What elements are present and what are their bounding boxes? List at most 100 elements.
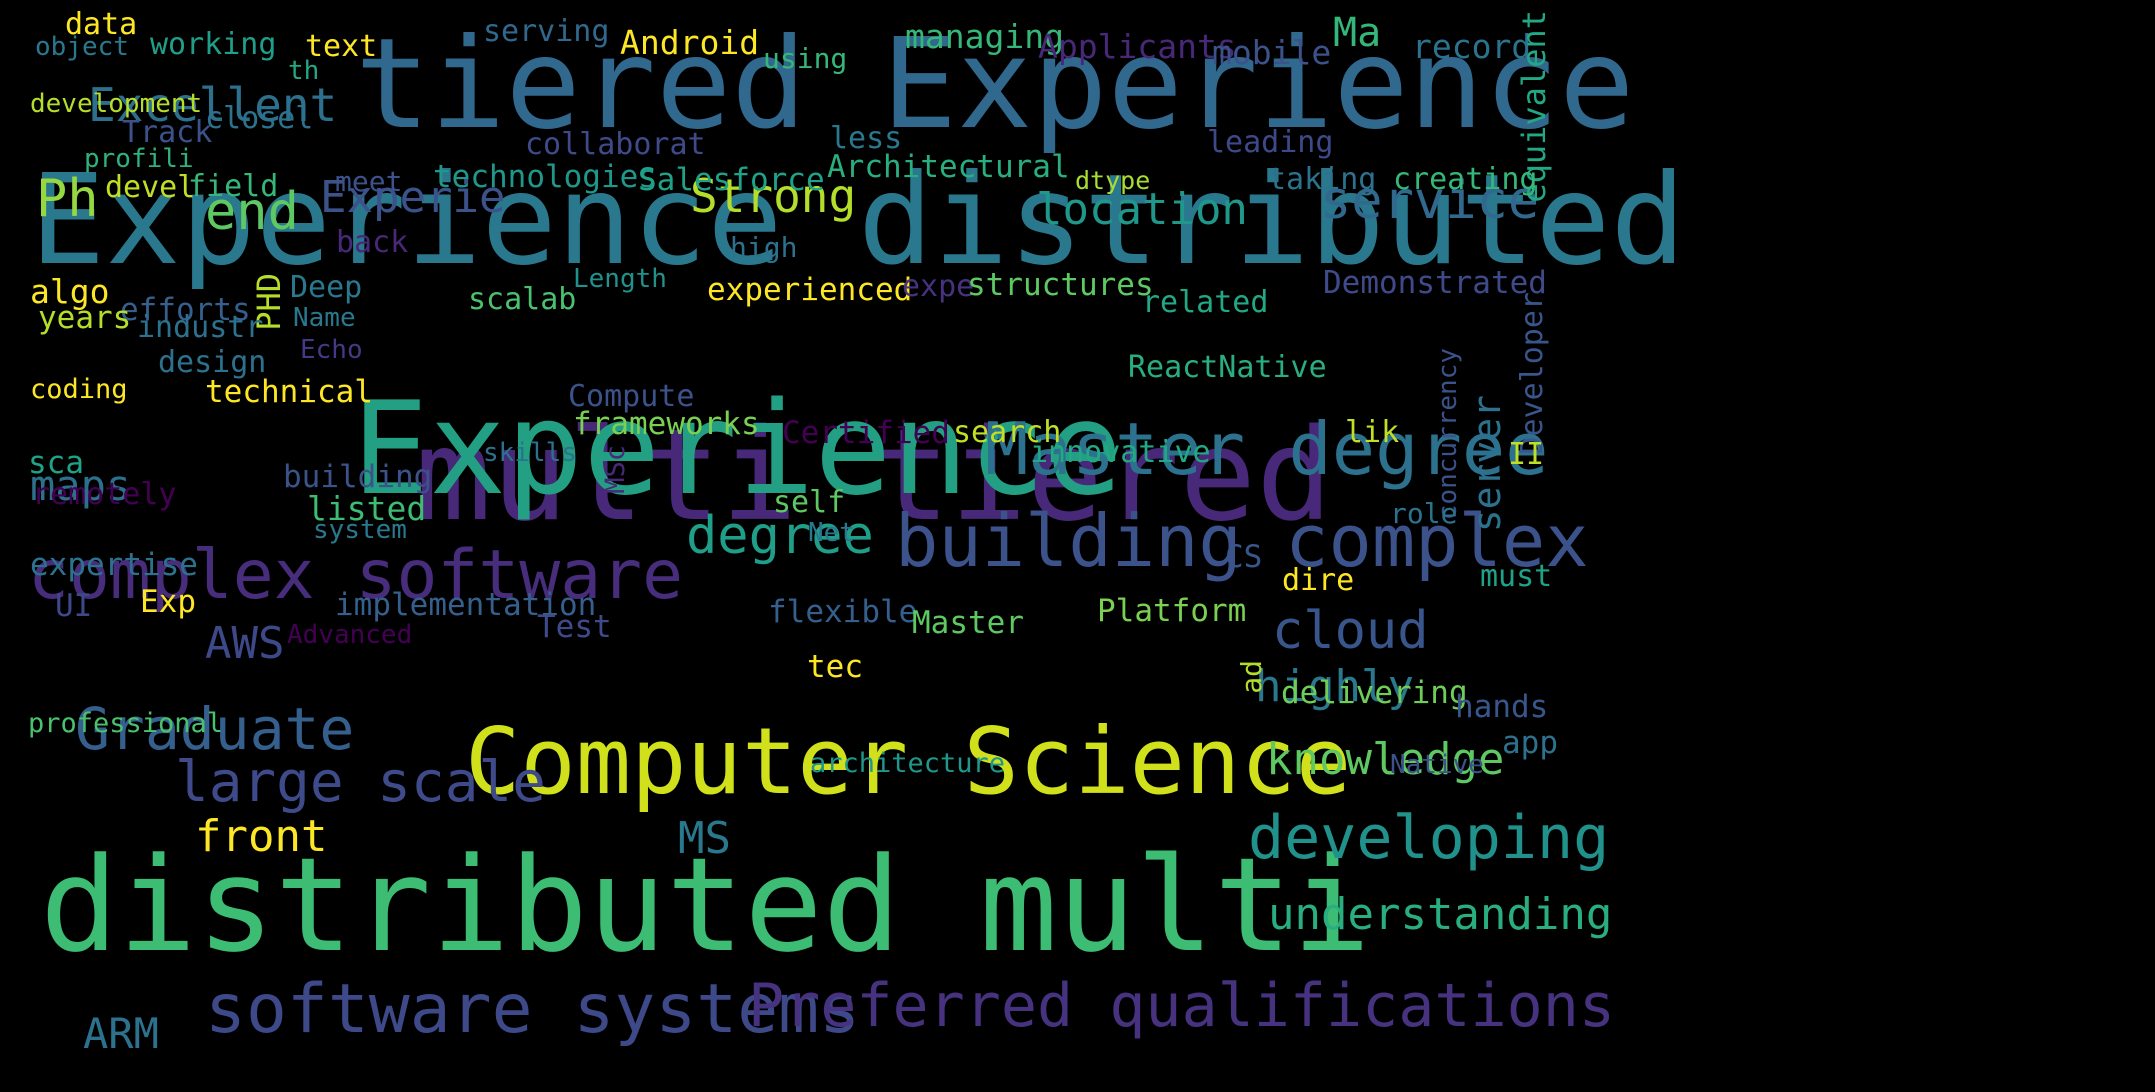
word: Experience (352, 375, 1123, 524)
word: Strong (690, 169, 857, 223)
word: tiered Experience (355, 12, 1635, 157)
word: serving (483, 14, 610, 49)
word: closel (205, 101, 314, 136)
word: Deep (290, 270, 363, 305)
word: MSc (600, 445, 631, 494)
word: developing (1248, 803, 1610, 873)
word: ReactNative (1128, 350, 1327, 385)
word: CS (1225, 539, 1263, 575)
word: knowledge (1266, 734, 1505, 785)
word: highly (1255, 661, 1414, 712)
word: record (1412, 27, 1532, 66)
word: self (773, 485, 846, 520)
word: taking (1268, 162, 1377, 197)
word: Test (537, 609, 612, 645)
word: Computer Science (465, 708, 1352, 815)
word: development (30, 89, 203, 119)
word: role (1390, 497, 1458, 530)
word: MS (678, 813, 731, 864)
word: AWS (205, 618, 285, 669)
word: Developer (1515, 292, 1550, 455)
word: search (953, 415, 1062, 450)
word: professional (28, 708, 224, 739)
word: Net (808, 518, 855, 548)
word: implementation (335, 587, 597, 623)
word: efforts (120, 292, 251, 328)
word: building (283, 459, 433, 495)
word: Demonstrated (1323, 265, 1547, 301)
word: Graduate (75, 695, 355, 763)
word: understanding (1268, 889, 1613, 940)
word: high (730, 231, 798, 264)
word: Experience distributed (30, 148, 1686, 293)
word: th (288, 56, 320, 86)
word: Ma (1333, 10, 1382, 56)
word: remotely (32, 477, 177, 512)
word: experienced (707, 272, 913, 308)
word: mobile (1212, 33, 1332, 72)
word: building complex (895, 499, 1589, 583)
word: ARM (83, 1009, 159, 1058)
word: dire (1282, 563, 1355, 598)
word: tec (807, 649, 863, 685)
word: meet (335, 165, 403, 198)
word: app (1502, 725, 1558, 761)
word: text (305, 29, 378, 64)
word: working (150, 27, 277, 62)
word: using (763, 42, 848, 75)
word: must (1480, 559, 1553, 594)
word: sca (28, 445, 84, 481)
word: collaborat (525, 127, 706, 162)
word: distributed multi (40, 829, 1371, 981)
word: Architectural (827, 149, 1070, 185)
word: Applicants (1038, 27, 1237, 66)
word: concurrency (1433, 348, 1463, 521)
word: related (1142, 285, 1269, 320)
word: coding (30, 374, 128, 405)
word: back (336, 225, 409, 260)
word: Master degree (985, 407, 1549, 491)
word: complex software (28, 536, 684, 615)
word: system (313, 515, 407, 545)
word: creating (1393, 162, 1538, 197)
word: design (158, 345, 267, 380)
word: software systems (205, 970, 861, 1049)
word: Certified (782, 415, 950, 451)
word: Advanced (287, 620, 413, 650)
word: delivering (1281, 675, 1468, 711)
word: profili (84, 144, 194, 174)
word: Exp (140, 584, 196, 620)
word: Excellent (88, 78, 338, 132)
word: lik (1345, 415, 1400, 450)
word: multi tiered (415, 401, 1333, 549)
word: service (1320, 171, 1540, 231)
word: front (195, 811, 328, 862)
word: Native (1390, 750, 1484, 780)
word: listed (307, 489, 427, 528)
word: UI (55, 588, 93, 624)
word: large scale (175, 750, 546, 815)
word: leading (1207, 125, 1334, 160)
word: algo (30, 272, 110, 311)
word: maps (30, 461, 132, 510)
word: dtype (1075, 166, 1151, 195)
word: industr (137, 310, 264, 345)
word: Length (573, 264, 667, 294)
word: flexible (768, 594, 918, 630)
word: data (65, 7, 138, 42)
word: field (188, 169, 279, 204)
word: less (830, 121, 903, 156)
word: innovative (1030, 435, 1211, 470)
word: Experie (320, 172, 506, 223)
word: Preferred qualifications (748, 971, 1615, 1041)
word: degree (686, 506, 874, 566)
word: expertise (30, 547, 198, 583)
word: end (205, 182, 299, 242)
word: structures (967, 267, 1154, 303)
word: skills (483, 438, 577, 468)
word: technical (205, 374, 373, 410)
word: Platform (1097, 593, 1247, 629)
word: II (1508, 437, 1545, 472)
word: Track (122, 115, 213, 150)
